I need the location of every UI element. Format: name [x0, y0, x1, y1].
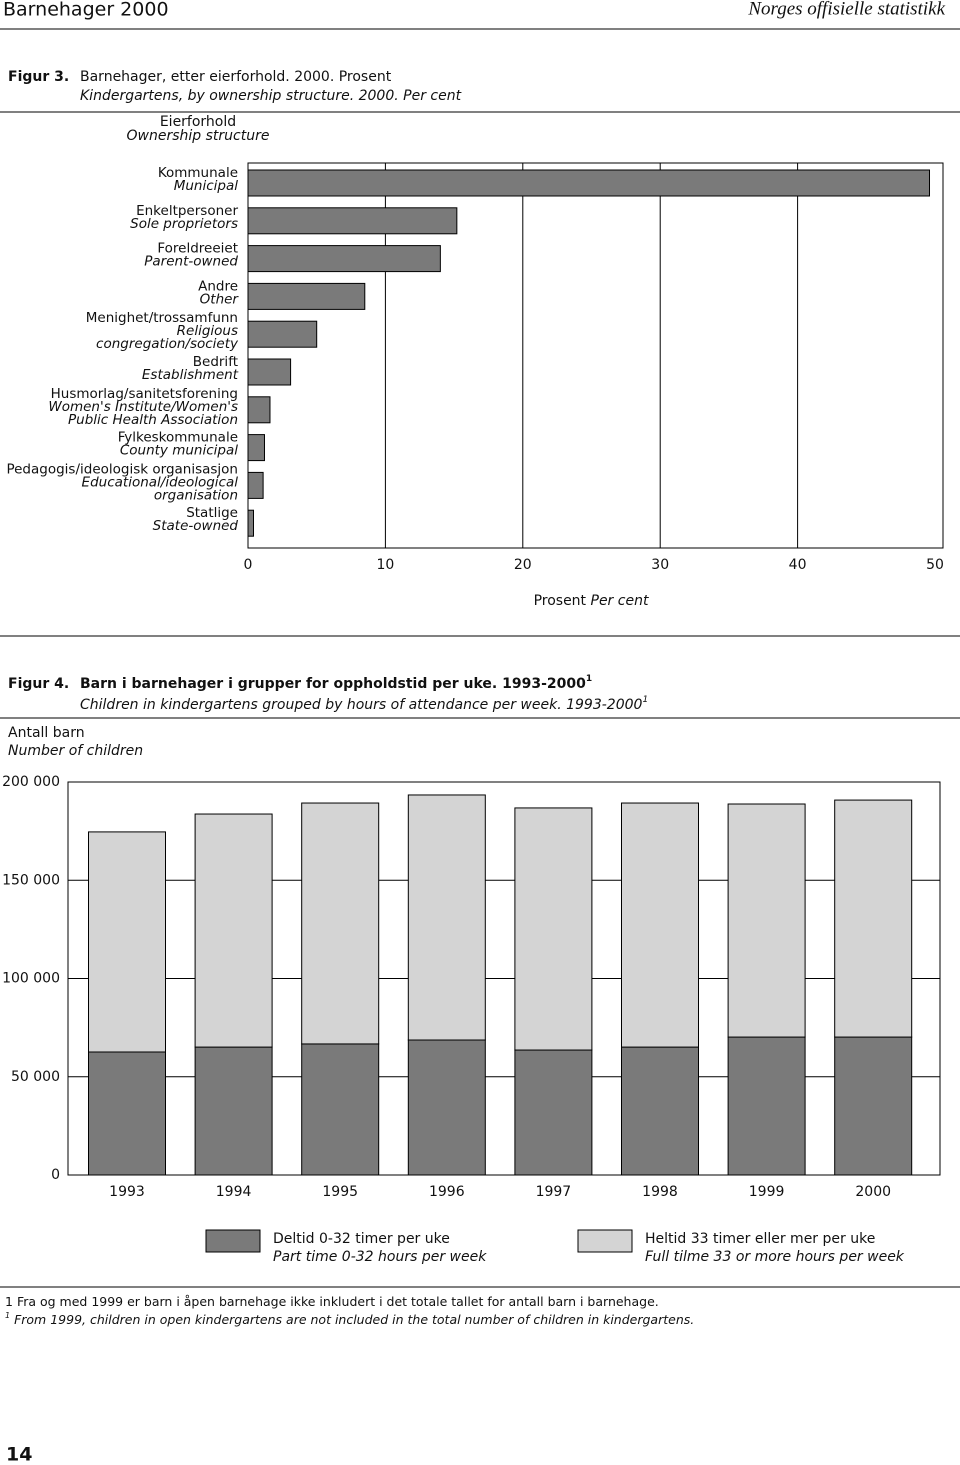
x-tick-label: 1995 [322, 1184, 358, 1200]
bar [247, 471, 264, 499]
bar-segment [194, 1046, 273, 1176]
x-tick-label: 1997 [536, 1184, 572, 1200]
legend-label: Deltid 0-32 timer per uke [273, 1231, 450, 1247]
x-tick-label: 1999 [749, 1184, 785, 1200]
figure-label: Figur 3. [8, 69, 69, 85]
legend-swatch [205, 1229, 261, 1253]
bar-segment [407, 794, 486, 1041]
x-label-en: Per cent [591, 593, 649, 609]
legend-swatch [577, 1229, 633, 1253]
legend-label: Heltid 33 timer eller mer per uke [645, 1231, 875, 1247]
bar-segment [301, 802, 380, 1045]
header-right: Norges offisielle statistikk [747, 0, 945, 19]
category-label-en: Sole proprietors [130, 216, 238, 232]
category-label: Andre [198, 278, 238, 294]
x-tick-label: 30 [651, 557, 669, 573]
bar-segment [621, 802, 699, 1048]
y-axis-label: Antall barn [8, 725, 85, 741]
category-label: Foreldreeiet [157, 241, 238, 257]
category-label: Statlige [186, 505, 238, 521]
category-label-en: Other [200, 291, 240, 307]
header-left: Barnehager 2000 [3, 0, 169, 21]
category-label-en: Women's Institute/Women's Public Health … [48, 399, 238, 428]
category-label-en: State-owned [153, 518, 239, 534]
bar [247, 396, 271, 424]
bar-segment [834, 1036, 913, 1176]
bar-segment [407, 1039, 486, 1176]
bar [247, 358, 292, 386]
category-label-en: County municipal [120, 443, 238, 459]
x-tick-label: 1996 [429, 1184, 465, 1200]
y-tick-label: 100 000 [2, 971, 60, 987]
x-tick-label: 0 [244, 557, 253, 573]
bar-segment [834, 799, 913, 1038]
x-tick-label: 2000 [855, 1184, 891, 1200]
y-tick-label: 200 000 [2, 774, 60, 790]
footnote-marker: 1 [5, 1311, 10, 1320]
x-label: Prosent [534, 593, 587, 609]
bar-segment [727, 803, 806, 1038]
footnote: 1 Fra og med 1999 er barn i åpen barneha… [5, 1294, 659, 1309]
legend-label-en: Full tilme 33 or more hours per week [645, 1249, 905, 1265]
category-label-en: Parent-owned [144, 254, 238, 270]
figure-label: Figur 4. [8, 676, 69, 692]
footnote-marker: 1 [5, 1294, 13, 1309]
x-tick-label: 50 [926, 557, 944, 573]
bar-segment [514, 1049, 593, 1176]
footnote: 1 From 1999, children in open kindergart… [5, 1307, 694, 1327]
title-note: 1 [586, 674, 592, 684]
x-tick-label: 1993 [109, 1184, 145, 1200]
bar [247, 434, 265, 462]
category-label-en: Religious congregation/society [92, 323, 239, 352]
bar-segment [727, 1036, 806, 1176]
bar [247, 207, 458, 235]
category-label-en: Educational/ideological organisation [82, 474, 239, 503]
bar [247, 169, 931, 197]
y-axis-label-en: Number of children [8, 743, 143, 759]
y-tick-label: 150 000 [2, 872, 60, 888]
category-label: Kommunale [158, 165, 238, 181]
subtitle-text: Children in kindergartens grouped by hou… [80, 697, 643, 713]
category-label: Menighet/trossamfunn [86, 310, 238, 326]
category-label: Fylkeskommunale [118, 430, 238, 446]
chart-subtitle: Kindergartens, by ownership structure. 2… [80, 88, 462, 104]
axis-header-en: Ownership structure [127, 128, 270, 144]
footnote-text: Fra og med 1999 er barn i åpen barnehage… [17, 1294, 659, 1309]
bar-segment [194, 813, 273, 1048]
legend-label-en: Part time 0-32 hours per week [273, 1249, 487, 1265]
axis-header: Eierforhold [160, 114, 236, 130]
chart-subtitle: Children in kindergartens grouped by hou… [80, 695, 648, 714]
bar [247, 282, 366, 310]
bar-segment [88, 1051, 166, 1176]
category-label: Enkeltpersoner [136, 203, 238, 219]
bar [247, 245, 441, 273]
category-label-en: Establishment [142, 367, 239, 383]
bar-segment [88, 831, 166, 1053]
x-tick-label: 40 [789, 557, 807, 573]
bar [247, 509, 254, 537]
x-axis-label: Prosent Per cent [534, 593, 649, 609]
category-label-en: Municipal [174, 178, 239, 194]
page-number: 14 [6, 1444, 32, 1465]
category-label: Pedagogis/ideologisk organisasjon [6, 461, 238, 477]
x-tick-label: 20 [514, 557, 532, 573]
category-label: Husmorlag/sanitetsforening [51, 386, 238, 402]
y-tick-label: 50 000 [11, 1069, 60, 1085]
plot-frame [247, 162, 944, 549]
bar-segment [621, 1046, 699, 1176]
title-text: Barn i barnehager i grupper for oppholds… [80, 676, 586, 692]
chart-title: Barn i barnehager i grupper for oppholds… [80, 674, 592, 693]
chart-title: Barnehager, etter eierforhold. 2000. Pro… [80, 69, 392, 85]
bar-segment [514, 807, 593, 1051]
y-tick-label: 0 [51, 1167, 60, 1183]
x-tick-label: 1994 [216, 1184, 252, 1200]
subtitle-note: 1 [642, 695, 648, 705]
category-label: Bedrift [193, 354, 238, 370]
x-tick-label: 1998 [642, 1184, 678, 1200]
x-tick-label: 10 [376, 557, 394, 573]
bar-segment [301, 1043, 380, 1176]
footnote-text: From 1999, children in open kindergarten… [14, 1312, 694, 1327]
bar [247, 320, 318, 348]
